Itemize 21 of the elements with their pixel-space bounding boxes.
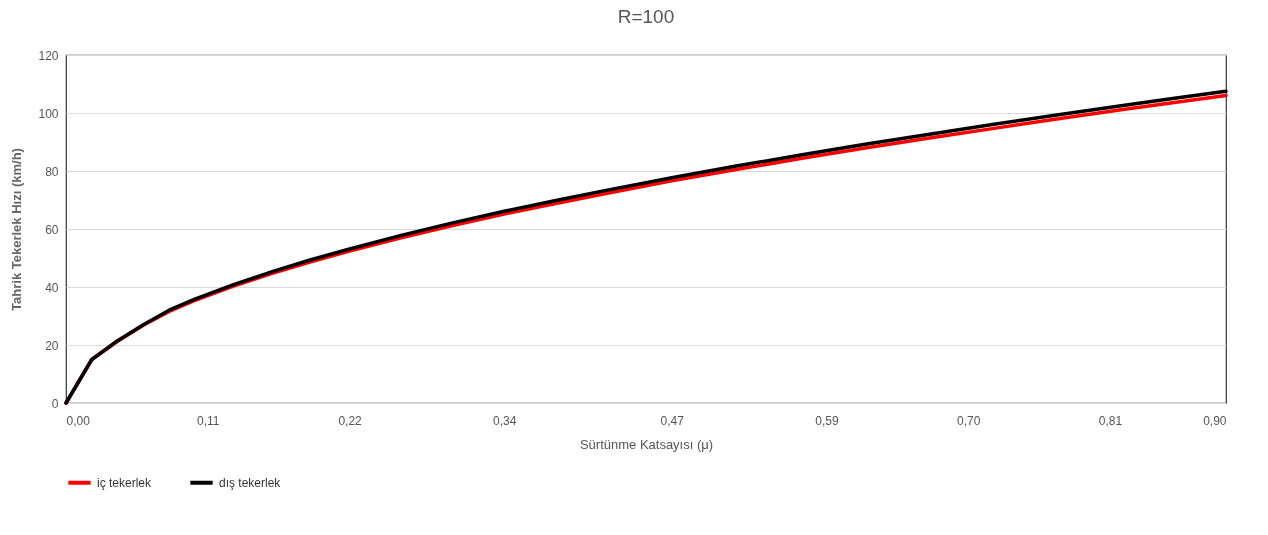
x-tick-label: 0,47 [660, 413, 685, 428]
x-tick-label: 0,34 [493, 413, 517, 428]
y-tick-label: 60 [45, 222, 59, 237]
y-tick-label: 40 [45, 280, 59, 295]
y-tick-label: 100 [38, 106, 59, 121]
x-tick-label: 0,22 [338, 413, 363, 428]
y-axis-title: Tahrik Tekerlek Hızı (km/h) [9, 148, 25, 311]
chart-title: R=100 [617, 6, 675, 27]
x-tick-label: 0,81 [1098, 413, 1123, 428]
x-tick-label: 0,90 [1203, 413, 1227, 428]
legend-label: dış tekerlek [219, 475, 282, 490]
y-tick-label: 20 [45, 338, 59, 353]
y-tick-label: 120 [38, 48, 59, 63]
x-tick-label: 0,11 [197, 413, 220, 428]
x-axis-title: Sürtünme Katsayısı (μ) [579, 436, 714, 452]
y-tick-label: 80 [45, 164, 59, 179]
x-tick-label: 0,70 [957, 413, 981, 428]
legend-label: iç tekerlek [97, 475, 153, 490]
y-tick-label: 0 [51, 396, 59, 411]
x-tick-label: 0,00 [66, 413, 91, 428]
x-tick-label: 0,59 [815, 413, 839, 428]
